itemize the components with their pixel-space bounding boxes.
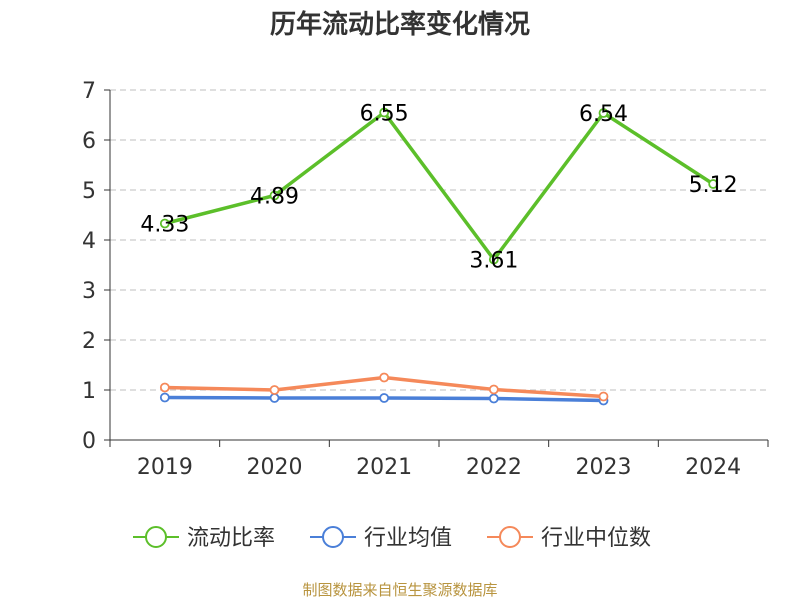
data-point — [159, 218, 170, 229]
legend-marker — [145, 526, 167, 548]
y-tick-label: 2 — [82, 329, 96, 354]
data-point — [159, 382, 170, 393]
data-label: 6.54 — [579, 102, 628, 127]
data-point — [379, 393, 390, 403]
y-tick-label: 0 — [82, 429, 96, 454]
data-point — [598, 108, 609, 118]
legend-marker — [499, 526, 521, 548]
source-note: 制图数据来自恒生聚源数据库 — [302, 581, 497, 599]
y-tick-label: 4 — [82, 229, 96, 254]
x-tick-label: 2019 — [137, 455, 193, 480]
y-tick-label: 7 — [82, 79, 96, 104]
data-point — [269, 393, 280, 403]
x-tick-label: 2022 — [466, 455, 522, 480]
data-point — [379, 372, 390, 383]
legend-label: 行业均值 — [364, 526, 452, 551]
x-tick-label: 2023 — [576, 455, 632, 480]
x-tick-label: 2024 — [685, 455, 741, 480]
data-label: 3.61 — [469, 249, 518, 274]
data-point — [708, 179, 719, 189]
data-label: 5.12 — [689, 173, 738, 198]
legend-marker — [322, 526, 344, 548]
y-tick-label: 3 — [82, 279, 96, 304]
data-point — [269, 385, 280, 395]
data-point — [598, 391, 609, 402]
x-tick-label: 2021 — [356, 455, 412, 480]
series-group: 4.33 4.89 6.55 3.61 6.54 5.12 — [140, 102, 738, 406]
legend: 流动比率 行业均值 行业中位数 — [133, 526, 651, 551]
legend-label: 行业中位数 — [541, 526, 651, 551]
chart-title: 历年流动比率变化情况 — [270, 9, 530, 40]
y-tick-label: 1 — [82, 379, 96, 404]
data-point — [488, 254, 499, 265]
legend-label: 流动比率 — [187, 526, 275, 551]
data-label: 6.55 — [360, 102, 409, 127]
series-line-0 — [164, 110, 715, 262]
y-tick-label: 5 — [82, 179, 96, 204]
data-label: 4.33 — [140, 213, 189, 238]
data-point — [159, 392, 170, 403]
data-point — [269, 190, 280, 201]
axes: 0 1 2 3 4 5 6 7 2019 2020 2021 2022 2023 2024 — [82, 79, 769, 480]
grid-lines — [110, 89, 768, 391]
y-tick-label: 6 — [82, 129, 96, 154]
data-label: 4.89 — [250, 185, 299, 210]
x-tick-label: 2020 — [247, 455, 303, 480]
data-point — [488, 384, 499, 395]
data-point — [488, 393, 499, 404]
data-point — [379, 107, 390, 118]
